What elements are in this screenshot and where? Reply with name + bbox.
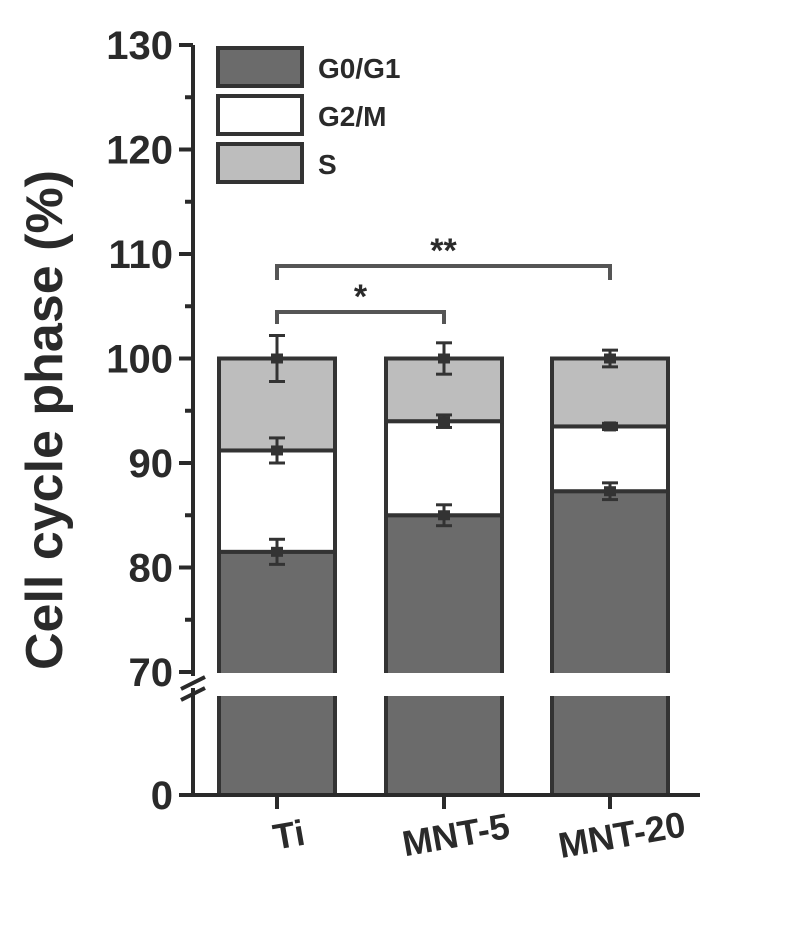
significance-bracket	[275, 310, 446, 324]
significance-label: *	[354, 278, 368, 316]
bar-segment	[384, 419, 504, 518]
y-tick-label: 100	[106, 338, 173, 382]
y-tick-label: 120	[106, 129, 173, 173]
bar-segment	[217, 688, 337, 797]
error-bar-marker	[271, 353, 283, 364]
error-bar-marker	[271, 546, 283, 557]
error-bar-marker	[604, 353, 616, 364]
legend-swatch	[216, 94, 304, 136]
x-tick-label-ti: Ti	[270, 812, 308, 858]
x-tick-label-mnt-20: MNT-20	[555, 803, 688, 866]
bar-group-mnt-20	[550, 348, 670, 797]
bar-segment	[384, 513, 504, 692]
significance-layer: ***	[275, 232, 612, 324]
legend-swatch	[216, 142, 304, 184]
y-tick-label: 130	[106, 24, 173, 68]
significance-bracket	[275, 264, 612, 280]
bars-layer	[196, 334, 696, 797]
y-axis-title-group: Cell cycle phase (%)	[16, 170, 74, 670]
axis-break-mark	[180, 686, 206, 702]
bar-group-mnt-5	[384, 341, 504, 797]
legend-label: G2/M	[318, 101, 386, 132]
bar-segment	[217, 549, 337, 693]
legend-label: G0/G1	[318, 53, 400, 84]
y-tick-label: 90	[129, 442, 174, 486]
error-bar-marker	[438, 416, 450, 427]
error-bar-marker	[604, 421, 616, 432]
bar-segment	[550, 489, 670, 692]
error-bar-marker	[438, 510, 450, 521]
y-tick-label: 0	[151, 774, 173, 818]
bar-segment	[384, 688, 504, 797]
bar-segment	[550, 688, 670, 797]
y-tick-label: 110	[108, 233, 173, 277]
bar-segment	[217, 448, 337, 554]
axis-break-gap	[196, 673, 696, 696]
error-bar-marker	[271, 445, 283, 456]
bar-segment	[550, 356, 670, 429]
error-bar-marker	[604, 486, 616, 497]
error-bar-marker	[438, 353, 450, 364]
axis-break-mark	[180, 675, 206, 691]
significance-label: **	[430, 232, 457, 270]
x-tick-label-mnt-5: MNT-5	[399, 805, 512, 864]
y-tick-label: 70	[129, 651, 174, 695]
legend-label: S	[318, 149, 337, 180]
legend-swatch	[216, 46, 304, 88]
y-axis-title: Cell cycle phase (%)	[16, 170, 74, 670]
y-tick-label: 80	[129, 547, 174, 591]
legend: G0/G1 G2/M S	[216, 46, 400, 184]
bar-group-ti	[217, 334, 337, 797]
